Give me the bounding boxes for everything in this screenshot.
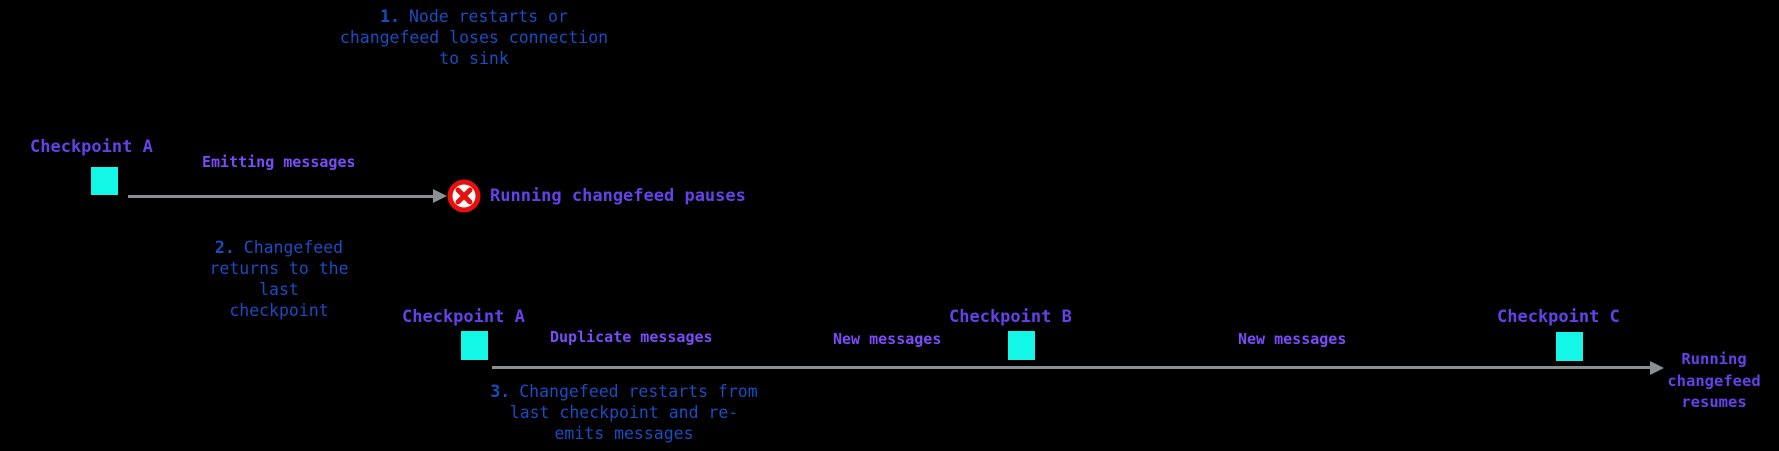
step-1-note: 1. Node restarts or changefeed loses conn… [340, 6, 608, 69]
checkpoint-a-marker-1 [91, 167, 118, 195]
note-line: to sink [439, 49, 509, 68]
timeline-1-arrow [128, 195, 436, 198]
note-line: 3. Changefeed restarts from [490, 382, 758, 401]
note-line: last [259, 280, 299, 299]
checkpoint-b-marker [1008, 331, 1035, 360]
step-number: 1. [380, 7, 400, 26]
note-line: emits messages [554, 424, 694, 443]
checkpoint-a-marker-2 [461, 331, 488, 360]
note-line: 1. Node restarts or [380, 7, 568, 26]
running-changefeed-pauses-label: Running changefeed pauses [490, 186, 746, 206]
checkpoint-a-label-1: Checkpoint A [30, 137, 153, 157]
running-changefeed-resumes-label: Running changefeed resumes [1667, 350, 1761, 411]
step-number: 2. [214, 238, 235, 257]
note-line: checkpoint [229, 301, 329, 320]
checkpoint-a-label-2: Checkpoint A [402, 307, 525, 327]
note-line: last checkpoint and re- [509, 403, 739, 422]
emitting-messages-label: Emitting messages [202, 153, 356, 171]
checkpoint-c-label: Checkpoint C [1497, 307, 1620, 327]
checkpoint-b-label: Checkpoint B [949, 307, 1072, 327]
arrowhead-right-icon [1650, 361, 1664, 375]
arrowhead-right-icon [433, 189, 447, 203]
new-messages-label-2: New messages [1238, 330, 1347, 348]
step-3-note: 3. Changefeed restarts from last checkpoi… [490, 381, 757, 444]
note-line: 2. Changefeed [214, 238, 344, 257]
cancel-circle-icon [447, 179, 481, 213]
note-line: changefeed loses connection [339, 28, 609, 47]
duplicate-messages-label: Duplicate messages [550, 328, 713, 346]
timeline-2-arrow [492, 366, 1650, 369]
new-messages-label-1: New messages [833, 330, 942, 348]
checkpoint-c-marker [1556, 332, 1583, 361]
note-line: returns to the [209, 259, 349, 278]
step-number: 3. [490, 382, 511, 401]
step-2-note: 2. Changefeed returns to the last checkpo… [209, 237, 348, 321]
